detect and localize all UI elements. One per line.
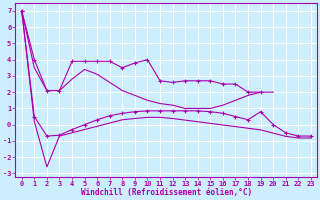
X-axis label: Windchill (Refroidissement éolien,°C): Windchill (Refroidissement éolien,°C) bbox=[81, 188, 252, 197]
